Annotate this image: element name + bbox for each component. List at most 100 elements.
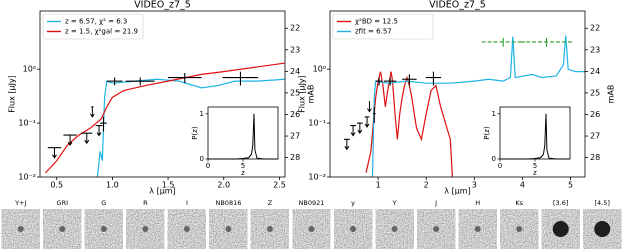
y2-tick-label: 22 — [290, 24, 300, 33]
y2-tick-label: 25 — [590, 88, 600, 97]
legend-label: z = 1.5, χ²gal = 21.9 — [65, 28, 138, 36]
stamp-label: [3.6] — [553, 199, 568, 207]
stamp-source — [183, 226, 190, 232]
stamp-source — [594, 221, 611, 237]
chart-title: VIDEO_z7_5 — [134, 0, 191, 11]
legend-label: χ²BD = 12.5 — [355, 18, 398, 26]
y-tick-label: 10⁻¹ — [308, 119, 326, 128]
plot-area — [343, 35, 585, 177]
axes-frame — [329, 10, 586, 178]
x-axis-label: λ [μm] — [149, 187, 175, 196]
inset-x-tick-label: 0 — [206, 162, 210, 170]
x-tick-label: 1.0 — [106, 181, 119, 190]
series-line — [45, 62, 285, 174]
upper-limit-arrow — [96, 125, 102, 137]
stamp-source — [308, 226, 315, 232]
x-tick-label: 5 — [568, 181, 573, 190]
stamp-source — [17, 226, 24, 232]
y2-tick-label: 22 — [590, 24, 600, 33]
upper-limit-arrow — [367, 101, 372, 113]
y2-tick-label: 24 — [290, 67, 300, 76]
y2-tick-label: 23 — [590, 45, 600, 54]
stamp-source — [350, 226, 357, 232]
stamp-label: R — [143, 199, 148, 207]
y-tick-label: 10⁰ — [313, 65, 326, 74]
upper-limit-arrow — [89, 106, 95, 118]
inset-y-tick-label: 1 — [200, 110, 204, 118]
x-tick-label: 2.0 — [217, 181, 230, 190]
x-tick-label: 1.5 — [162, 181, 175, 190]
y2-tick-label: 26 — [290, 110, 300, 119]
upper-limit-arrow — [364, 116, 370, 128]
plot-area — [45, 62, 285, 177]
inset-y-tick-label: 1 — [492, 110, 496, 118]
stamp-label: Ks — [515, 199, 523, 207]
y2-tick-label: 26 — [590, 110, 600, 119]
stamp-label: Y+J — [14, 199, 26, 207]
inset-x-tick-label: 5 — [241, 162, 245, 170]
y2-tick-label: 27 — [590, 132, 600, 141]
x-tick-label: 2 — [424, 181, 429, 190]
stamp-label: G — [101, 199, 106, 207]
inset-x-tick-label: 5 — [533, 162, 537, 170]
upper-limit-arrow — [350, 125, 356, 137]
stamp-label: Z — [268, 199, 273, 207]
legend-label: zfit = 6.57 — [355, 28, 392, 36]
y-axis-label: Flux [μJy] — [8, 75, 17, 113]
y-tick-label: 10⁻¹ — [18, 119, 36, 128]
legend-box — [332, 13, 434, 40]
stamp-source — [266, 226, 273, 232]
y-tick-label: 10⁻² — [18, 173, 36, 182]
stamp-source — [433, 226, 440, 232]
series-line — [500, 113, 570, 160]
y2-axis-label: mAB — [307, 85, 316, 104]
y2-tick-label: 24 — [590, 67, 600, 76]
y2-tick-label: 28 — [590, 153, 600, 162]
chart-title: VIDEO_z7_5 — [429, 0, 486, 11]
y-tick-label: 10⁻² — [308, 173, 326, 182]
legend-label: z = 6.57, χ² = 6.3 — [65, 18, 127, 26]
y2-tick-label: 25 — [290, 88, 300, 97]
y2-axis-label: mAB — [607, 85, 616, 104]
stamp-source — [391, 226, 398, 232]
stamp-label: H — [475, 199, 480, 207]
y-axis-label: Flux [μJy] — [298, 75, 307, 113]
y2-tick-label: 27 — [290, 132, 300, 141]
inset-y-label: P(z) — [483, 126, 491, 140]
stamp-source — [142, 226, 149, 232]
x-tick-label: 4 — [520, 181, 525, 190]
stamp-label: y — [351, 199, 355, 207]
upper-limit-arrow — [84, 133, 90, 145]
series-line — [371, 35, 585, 177]
stamp-source — [552, 221, 569, 237]
series-line — [365, 71, 453, 177]
stamp-label: J — [434, 199, 437, 207]
stamp-label: [4.5] — [595, 199, 610, 207]
inset-frame — [499, 106, 571, 160]
stamp-label: GRI — [57, 199, 69, 207]
stamp-label: Y — [392, 199, 397, 207]
x-tick-label: 1 — [376, 181, 381, 190]
stamp-label: NB0921 — [299, 199, 325, 207]
x-tick-label: 2.5 — [273, 181, 286, 190]
stamp-source — [474, 226, 481, 232]
y-tick-label: 10⁰ — [23, 65, 36, 74]
inset-y-tick-label: 0 — [200, 155, 204, 163]
series-line — [96, 78, 285, 177]
inset-x-label: z — [241, 169, 245, 177]
upper-limit-arrow — [357, 123, 363, 134]
inset-y-tick-label: 0 — [492, 155, 496, 163]
stamp-source — [516, 226, 523, 232]
inset-x-label: z — [533, 169, 537, 177]
stamp-label: NB0816 — [215, 199, 241, 207]
inset-x-tick-label: 0 — [498, 162, 502, 170]
x-axis-label: λ [μm] — [444, 187, 470, 196]
inset-frame — [207, 106, 279, 160]
y2-tick-label: 28 — [290, 153, 300, 162]
x-tick-label: 0.5 — [50, 181, 63, 190]
axes-frame — [39, 10, 286, 178]
stamp-source — [59, 226, 66, 232]
stamp-source — [225, 226, 232, 232]
legend-box — [42, 13, 144, 40]
